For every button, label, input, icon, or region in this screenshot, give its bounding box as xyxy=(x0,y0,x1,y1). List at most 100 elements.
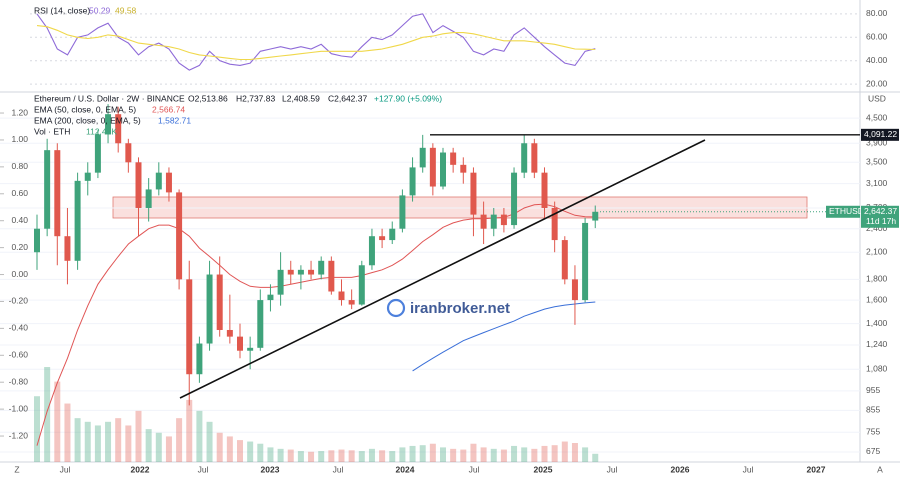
candle-body xyxy=(216,274,223,330)
volume-bar xyxy=(450,448,457,462)
volume-bar xyxy=(399,447,406,462)
volume-bar xyxy=(297,451,304,462)
candle-body xyxy=(551,207,558,241)
candle-body xyxy=(592,211,599,221)
candle-body xyxy=(470,172,477,215)
volume-bar xyxy=(277,448,284,462)
y-tick-label: 1,400 xyxy=(866,318,888,328)
volume-bar xyxy=(541,445,548,462)
volume-bar xyxy=(348,450,355,462)
volume-bar xyxy=(308,451,315,462)
candle-body xyxy=(64,236,71,261)
x-tick-label: Z xyxy=(14,464,19,474)
candle-body xyxy=(521,143,528,173)
volume-bar xyxy=(74,418,81,462)
y-tick-label: 2,100 xyxy=(866,246,888,256)
y2-tick-label: -0.80 xyxy=(9,376,29,386)
candle-body xyxy=(176,192,183,280)
candle-body xyxy=(297,269,304,275)
volume-bar xyxy=(115,418,122,462)
candle-body xyxy=(135,162,142,208)
candle-body xyxy=(541,172,548,208)
candle-body xyxy=(582,222,589,301)
volume-bar xyxy=(409,445,416,462)
candle-body xyxy=(480,214,487,229)
volume-bar xyxy=(125,425,132,462)
candle-body xyxy=(44,150,51,229)
volume-bar xyxy=(318,451,325,462)
volume-bar xyxy=(419,445,426,462)
symbol-tag xyxy=(826,205,860,218)
candle-body xyxy=(409,167,416,196)
candle-body xyxy=(287,269,294,275)
candle-body xyxy=(500,214,507,226)
y-tick-label: 1,800 xyxy=(866,274,888,284)
x-tick-label: Jul xyxy=(60,464,71,474)
volume-bar xyxy=(94,425,101,462)
volume-bar xyxy=(216,432,223,462)
volume-bar xyxy=(571,443,578,462)
y-tick-label: 955 xyxy=(866,385,880,395)
volume-bar xyxy=(389,451,396,462)
ema200-value: 1,582.71 xyxy=(158,115,191,125)
candle-body xyxy=(125,143,132,163)
y2-tick-label: -0.20 xyxy=(9,296,29,306)
x-tick-label: 2027 xyxy=(807,464,826,474)
x-tick-label: Jul xyxy=(607,464,618,474)
candle-body xyxy=(237,336,243,351)
y-tick-label: 1,240 xyxy=(866,339,888,349)
volume-bar xyxy=(196,410,203,462)
x-tick-label: Jul xyxy=(743,464,754,474)
volume-bar xyxy=(551,445,558,462)
x-tick-label: Jul xyxy=(333,464,344,474)
volume-bar xyxy=(338,449,345,462)
rsi-line xyxy=(36,25,596,61)
volume-bar xyxy=(186,399,193,462)
volume-bar xyxy=(460,449,467,462)
volume-bar xyxy=(480,447,487,462)
candle-body xyxy=(277,269,284,295)
candle-body xyxy=(318,260,325,275)
volume-bar xyxy=(511,445,518,462)
candle-body xyxy=(186,279,193,375)
volume-bar xyxy=(105,421,112,462)
hline-tag xyxy=(861,128,899,141)
ema50-value: 2,566.74 xyxy=(152,104,185,114)
y2-tick-label: 1.00 xyxy=(11,134,28,144)
countdown-label: 11d 17h xyxy=(866,216,896,226)
y-tick-label: 3,100 xyxy=(866,178,888,188)
candle-body xyxy=(165,172,172,193)
x-tick-label: 2024 xyxy=(396,464,415,474)
volume-bar xyxy=(84,421,91,462)
volume-legend: Vol · ETH xyxy=(34,126,70,136)
rsi-value: 50.29 xyxy=(89,5,111,15)
symbol-legend: Ethereum / U.S. Dollar · 2W · BINANCE xyxy=(34,93,185,103)
price-tag-label: 2,642.37 xyxy=(864,206,897,216)
x-tick-label: Jul xyxy=(198,464,209,474)
rsi-tick-label: 20.00 xyxy=(866,78,888,88)
candle-body xyxy=(389,228,396,241)
y-tick-label: 1,080 xyxy=(866,364,888,374)
candle-body xyxy=(440,152,446,187)
x-tick-label: 2026 xyxy=(671,464,690,474)
y-tick-label: 755 xyxy=(866,427,880,437)
y2-tick-label: 0.60 xyxy=(11,188,28,198)
watermark-icon xyxy=(386,298,406,318)
candle-body xyxy=(206,274,213,344)
volume-bar xyxy=(64,403,71,462)
candle-body xyxy=(561,240,568,280)
candle-body xyxy=(257,300,264,348)
candle-body xyxy=(267,294,274,301)
candle-body xyxy=(115,114,122,144)
rsi-legend: RSI (14, close) xyxy=(34,5,90,15)
volume-bar xyxy=(257,443,264,462)
candle-body xyxy=(399,195,406,229)
volume-bar xyxy=(470,443,477,462)
y2-tick-label: 0.80 xyxy=(11,161,28,171)
volume-bar xyxy=(287,449,294,462)
volume-bar xyxy=(561,441,568,462)
volume-bar xyxy=(582,447,589,462)
